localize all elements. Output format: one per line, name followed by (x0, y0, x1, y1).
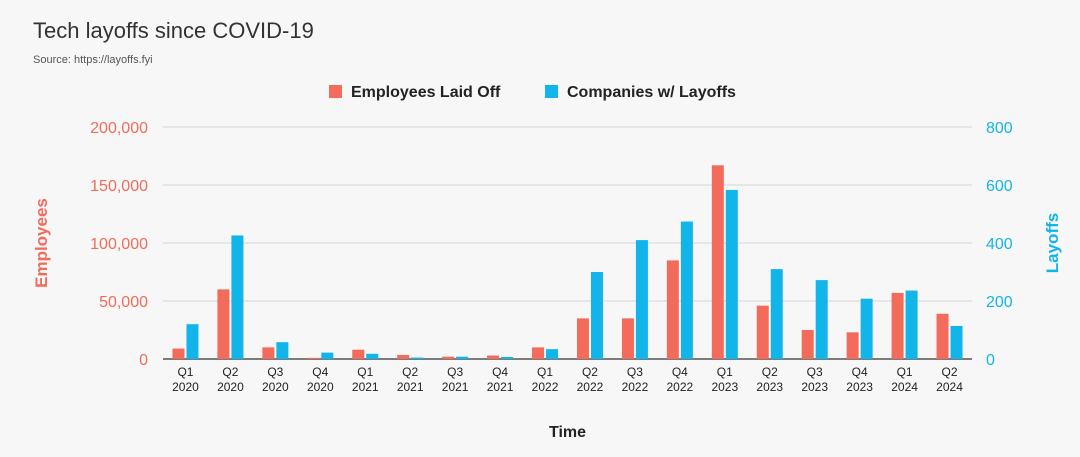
x-tick-year: 2021 (352, 380, 379, 394)
legend-label-employees: Employees Laid Off (351, 84, 501, 101)
bar-companies-with-layoffs (770, 269, 783, 359)
x-tick-year: 2020 (307, 380, 334, 394)
bar-companies-with-layoffs (231, 235, 244, 359)
bar-companies-with-layoffs (680, 221, 693, 359)
legend-label-companies: Companies w/ Layoffs (567, 84, 736, 101)
bar-employees-laid-off (487, 355, 500, 359)
bar-companies-with-layoffs (501, 356, 514, 359)
bar-companies-with-layoffs (635, 240, 648, 359)
bar-employees-laid-off (936, 313, 949, 359)
legend: Employees Laid Off Companies w/ Layoffs (329, 84, 736, 101)
grid-layer (163, 126, 972, 360)
bars-layer (172, 165, 963, 359)
bar-companies-with-layoffs (590, 272, 603, 359)
x-tick-year: 2022 (622, 380, 649, 394)
x-tick-year: 2024 (891, 380, 918, 394)
bar-employees-laid-off (352, 349, 365, 359)
bar-employees-laid-off (891, 292, 904, 359)
x-tick-year: 2024 (936, 380, 963, 394)
bar-employees-laid-off (397, 354, 410, 359)
y-tick-right: 400 (986, 236, 1013, 253)
axis-layer: 0 50,000 100,000 150,000 200,000 0 200 400 600 80… (32, 120, 1062, 441)
bar-employees-laid-off (756, 305, 769, 359)
x-tick-quarter: Q4 (312, 365, 328, 379)
bar-companies-with-layoffs (276, 342, 289, 359)
bar-employees-laid-off (711, 165, 724, 359)
x-tick-quarter: Q4 (672, 365, 688, 379)
bar-employees-laid-off (307, 357, 320, 359)
y-tick-left: 200,000 (90, 120, 148, 137)
x-tick-quarter: Q4 (492, 365, 508, 379)
x-tick-quarter: Q1 (357, 365, 373, 379)
legend-swatch-companies (545, 85, 558, 98)
y-axis-title-left: Employees (32, 198, 51, 288)
x-tick-quarter: Q1 (177, 365, 193, 379)
bar-employees-laid-off (442, 356, 455, 359)
y-tick-left: 150,000 (90, 178, 148, 195)
bar-companies-with-layoffs (321, 352, 334, 359)
x-tick-quarter: Q3 (627, 365, 643, 379)
x-tick-year: 2021 (442, 380, 469, 394)
x-tick-quarter: Q3 (267, 365, 283, 379)
x-tick-year: 2020 (172, 380, 199, 394)
bar-employees-laid-off (172, 348, 185, 359)
bar-employees-laid-off (666, 260, 679, 359)
x-tick-quarter: Q3 (447, 365, 463, 379)
y-tick-right: 0 (986, 352, 995, 369)
bar-companies-with-layoffs (366, 353, 379, 359)
x-tick-year: 2023 (711, 380, 738, 394)
chart-subtitle: Source: https://layoffs.fyi (33, 54, 153, 66)
y-tick-right: 200 (986, 294, 1013, 311)
bar-companies-with-layoffs (815, 280, 828, 359)
bar-companies-with-layoffs (860, 298, 873, 359)
x-tick-quarter: Q2 (222, 365, 238, 379)
x-tick-year: 2022 (667, 380, 694, 394)
y-tick-left: 0 (139, 352, 148, 369)
x-tick-year: 2023 (801, 380, 828, 394)
x-tick-quarter: Q2 (762, 365, 778, 379)
x-tick-year: 2020 (262, 380, 289, 394)
bar-companies-with-layoffs (411, 357, 424, 359)
bar-companies-with-layoffs (725, 189, 738, 359)
x-tick-quarter: Q2 (402, 365, 418, 379)
x-tick-year: 2020 (217, 380, 244, 394)
bar-companies-with-layoffs (186, 324, 199, 359)
x-axis-title: Time (549, 424, 586, 441)
x-tick-quarter: Q1 (717, 365, 733, 379)
bar-employees-laid-off (262, 347, 275, 359)
bar-employees-laid-off (801, 330, 814, 359)
bar-employees-laid-off (621, 318, 634, 359)
x-tick-year: 2022 (532, 380, 559, 394)
x-tick-quarter: Q2 (582, 365, 598, 379)
bar-employees-laid-off (846, 332, 859, 359)
y-tick-left: 100,000 (90, 236, 148, 253)
bar-employees-laid-off (217, 289, 230, 359)
x-tick-year: 2021 (487, 380, 514, 394)
bar-companies-with-layoffs (546, 349, 559, 359)
x-tick-year: 2023 (756, 380, 783, 394)
legend-swatch-employees (329, 85, 342, 98)
chart-title: Tech layoffs since COVID-19 (33, 18, 314, 43)
x-tick-quarter: Q2 (942, 365, 958, 379)
y-tick-right: 600 (986, 178, 1013, 195)
bar-employees-laid-off (532, 347, 545, 359)
x-tick-quarter: Q3 (807, 365, 823, 379)
x-tick-year: 2022 (577, 380, 604, 394)
x-tick-quarter: Q1 (537, 365, 553, 379)
y-tick-right: 800 (986, 120, 1013, 137)
y-axis-title-right: Layoffs (1043, 213, 1062, 273)
x-tick-year: 2021 (397, 380, 424, 394)
bar-companies-with-layoffs (950, 325, 963, 359)
bar-companies-with-layoffs (905, 290, 918, 359)
x-tick-year: 2023 (846, 380, 873, 394)
x-tick-quarter: Q1 (897, 365, 913, 379)
bar-employees-laid-off (576, 318, 589, 359)
bar-companies-with-layoffs (456, 356, 469, 359)
x-tick-quarter: Q4 (852, 365, 868, 379)
y-tick-left: 50,000 (99, 294, 148, 311)
